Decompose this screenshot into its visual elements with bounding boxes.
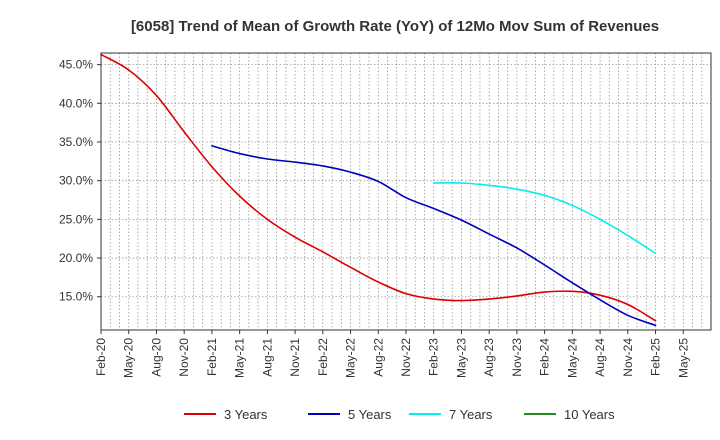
y-tick-label: 45.0% <box>59 58 93 72</box>
chart-title: [6058] Trend of Mean of Growth Rate (YoY… <box>131 18 659 35</box>
y-tick-label: 35.0% <box>59 135 93 149</box>
x-tick-label: May-21 <box>233 338 247 378</box>
x-tick-label: Aug-22 <box>371 338 385 377</box>
x-tick-label: Aug-21 <box>260 338 274 377</box>
x-tick-label: Aug-20 <box>149 338 163 377</box>
x-tick-label: Nov-24 <box>621 338 635 377</box>
x-tick-label: Aug-23 <box>482 338 496 377</box>
x-tick-label: Nov-20 <box>177 338 191 377</box>
y-tick-label: 25.0% <box>59 212 93 226</box>
series-line-5-years <box>211 145 657 327</box>
legend-label-5-years: 5 Years <box>348 407 392 422</box>
y-tick-label: 30.0% <box>59 174 93 188</box>
series-lines <box>100 53 657 327</box>
grid <box>101 53 711 330</box>
x-tick-label: Aug-24 <box>593 338 607 377</box>
y-tick-label: 40.0% <box>59 96 93 110</box>
x-tick-label: May-25 <box>676 338 690 378</box>
x-tick-label: May-22 <box>344 338 358 378</box>
x-tick-label: Nov-23 <box>510 338 524 377</box>
series-line-7-years <box>432 182 657 255</box>
x-tick-label: Feb-21 <box>205 338 219 376</box>
x-tick-label: Feb-22 <box>316 338 330 376</box>
x-axis-ticks: Feb-20 May-20 Aug-20 Nov-20 Feb-21 May-21 Aug-… <box>94 330 690 378</box>
x-tick-label: May-23 <box>454 338 468 378</box>
series-line-3-years <box>100 53 657 322</box>
x-tick-label: Feb-23 <box>427 338 441 376</box>
x-tick-label: Nov-21 <box>288 338 302 377</box>
x-tick-label: May-20 <box>122 338 136 378</box>
y-tick-label: 20.0% <box>59 251 93 265</box>
y-tick-label: 15.0% <box>59 290 93 304</box>
legend-label-7-years: 7 Years <box>449 407 493 422</box>
x-tick-label: Feb-20 <box>94 338 108 376</box>
y-axis-ticks: 15.0% 20.0% 25.0% 30.0% 35.0% 40.0% 45.0% <box>59 58 101 304</box>
x-tick-label: Nov-22 <box>399 338 413 377</box>
legend-label-10-years: 10 Years <box>564 407 615 422</box>
legend-label-3-years: 3 Years <box>224 407 268 422</box>
legend: 3 Years 5 Years 7 Years 10 Years <box>184 407 615 422</box>
x-tick-label: May-24 <box>565 338 579 378</box>
x-tick-label: Feb-24 <box>538 338 552 376</box>
x-tick-label: Feb-25 <box>649 338 663 376</box>
